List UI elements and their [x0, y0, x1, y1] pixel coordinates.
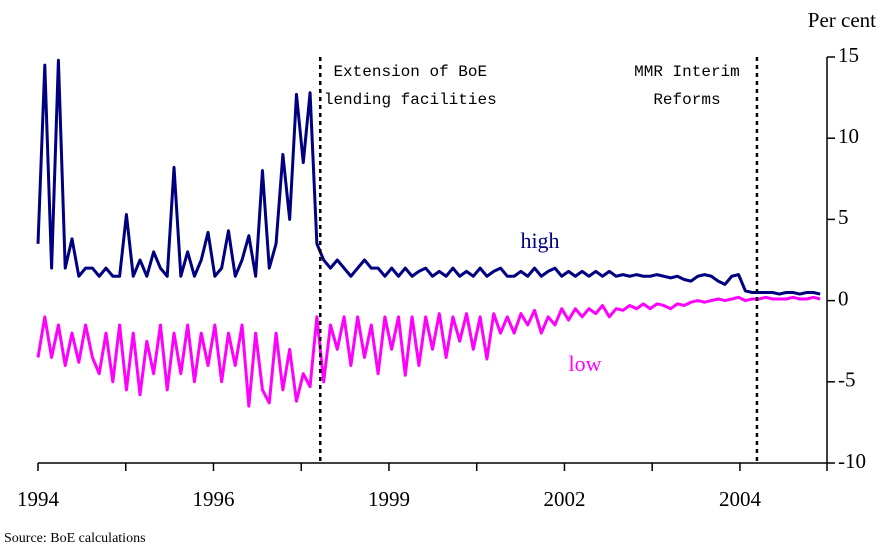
y-tick-label: 15: [838, 43, 859, 67]
y-tick-label: 5: [838, 205, 849, 229]
annotation-text: Extension of BoE: [333, 63, 487, 81]
y-axis-label: Per cent: [808, 8, 876, 32]
x-tick-label: 2004: [719, 487, 762, 511]
x-tick-label: 1999: [368, 487, 410, 511]
x-tick-label: 1996: [192, 487, 234, 511]
annotation-text: lending facilities: [324, 91, 497, 109]
series-line: [36, 58, 821, 296]
series-line: [36, 295, 821, 408]
y-tick-label: 10: [838, 124, 859, 148]
source-note: Source: BoE calculations: [4, 531, 146, 546]
y-tick-label: -5: [838, 368, 856, 392]
annotation-text: Reforms: [653, 91, 720, 109]
y-tick-label: 0: [838, 286, 849, 310]
x-tick-label: 2002: [543, 487, 585, 511]
series-label: high: [520, 228, 559, 253]
y-tick-label: -10: [838, 449, 866, 473]
annotation-text: MMR Interim: [634, 63, 740, 81]
x-tick-label: 1994: [17, 487, 60, 511]
series-label: low: [569, 351, 602, 376]
